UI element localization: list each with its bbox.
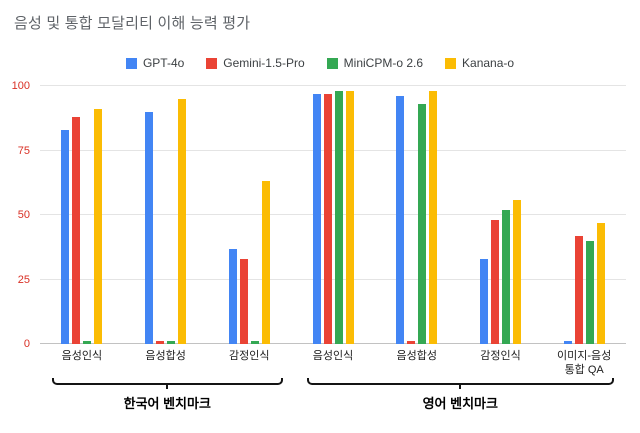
bar-group-4 xyxy=(291,86,375,344)
x-axis-label: 감정인식 xyxy=(229,350,270,362)
legend-item-minicpm-o-2-6[interactable]: MiniCPM-o 2.6 xyxy=(326,56,424,70)
bar-gemini-1-5-pro[interactable] xyxy=(407,341,416,344)
bar-gemini-1-5-pro[interactable] xyxy=(574,235,583,344)
axis-group-brackets: 한국어 벤치마크 영어 벤치마크 xyxy=(40,378,626,412)
legend-swatch-icon xyxy=(125,57,137,69)
bar-gpt-4o[interactable] xyxy=(563,341,572,344)
axis-group-label: 한국어 벤치마크 xyxy=(123,396,211,411)
legend-label: MiniCPM-o 2.6 xyxy=(343,56,424,70)
bracket-shape xyxy=(306,378,614,389)
bracket-stem xyxy=(166,383,169,389)
bar-gpt-4o[interactable] xyxy=(61,129,70,344)
x-axis-label: 음성합성 xyxy=(145,350,186,362)
bar-gpt-4o[interactable] xyxy=(396,96,405,344)
bar-group-2 xyxy=(124,86,208,344)
bar-kanana-o[interactable] xyxy=(512,199,521,344)
gridline xyxy=(40,278,626,280)
y-tick-label: 75 xyxy=(17,144,30,157)
bar-minicpm-o-2-6[interactable] xyxy=(250,341,259,344)
bar-kanana-o[interactable] xyxy=(429,91,438,344)
bar-kanana-o[interactable] xyxy=(345,91,354,344)
bar-group-6 xyxy=(459,86,543,344)
bar-minicpm-o-2-6[interactable] xyxy=(83,341,92,344)
bar-group-1 xyxy=(40,86,124,344)
x-axis-baseline xyxy=(40,343,626,344)
bar-minicpm-o-2-6[interactable] xyxy=(501,209,510,344)
legend-label: Gemini-1.5-Pro xyxy=(223,56,305,70)
bar-minicpm-o-2-6[interactable] xyxy=(334,91,343,344)
bar-gpt-4o[interactable] xyxy=(145,111,154,344)
bar-group-7 xyxy=(542,86,626,344)
x-axis-label: 음성합성 xyxy=(396,350,437,362)
gridline xyxy=(40,149,626,151)
legend: GPT-4o Gemini-1.5-Pro MiniCPM-o 2.6 Kanana-… xyxy=(0,56,640,70)
legend-item-gpt-4o[interactable]: GPT-4o xyxy=(125,56,185,70)
x-axis-label: 감정인식 xyxy=(480,350,521,362)
bar-minicpm-o-2-6[interactable] xyxy=(418,104,427,344)
bar-gpt-4o[interactable] xyxy=(312,93,321,344)
axis-group-: 영어 벤치마크 xyxy=(295,378,626,412)
legend-item-kanana-o[interactable]: Kanana-o xyxy=(445,56,514,70)
bar-kanana-o[interactable] xyxy=(261,181,270,344)
x-axis-label: 이미지-음성 통합 QA xyxy=(557,350,612,376)
x-axis-label: 음성인식 xyxy=(61,350,103,362)
bar-gemini-1-5-pro[interactable] xyxy=(72,116,81,344)
plot-area xyxy=(40,85,626,344)
y-tick-label: 100 xyxy=(11,80,30,92)
bar-gpt-4o[interactable] xyxy=(479,258,488,344)
bar-kanana-o[interactable] xyxy=(178,98,187,344)
bar-gpt-4o[interactable] xyxy=(228,248,237,344)
x-axis-labels: 음성인식 음성합성 감정인식 음성인식 음성합성 감정인식 이미지-음성 통합 QA xyxy=(40,350,626,378)
legend-label: GPT-4o xyxy=(142,56,185,70)
bar-groups xyxy=(40,86,626,344)
bar-minicpm-o-2-6[interactable] xyxy=(167,341,176,344)
x-axis-label: 음성인식 xyxy=(312,350,354,362)
axis-group-label: 영어 벤치마크 xyxy=(422,396,498,411)
legend-swatch-icon xyxy=(445,57,457,69)
legend-label: Kanana-o xyxy=(462,56,515,70)
y-axis: 0 25 50 75 100 xyxy=(0,80,34,350)
gridline xyxy=(40,214,626,215)
bar-kanana-o[interactable] xyxy=(596,222,605,344)
legend-swatch-icon xyxy=(206,57,218,69)
legend-swatch-icon xyxy=(326,57,338,69)
bar-gemini-1-5-pro[interactable] xyxy=(239,258,248,344)
bar-minicpm-o-2-6[interactable] xyxy=(585,240,594,344)
bar-gemini-1-5-pro[interactable] xyxy=(156,341,165,344)
bar-kanana-o[interactable] xyxy=(94,109,103,344)
axis-group-: 한국어 벤치마크 xyxy=(40,378,295,412)
bar-group-3 xyxy=(207,86,291,344)
chart-title: 음성 및 통합 모달리티 이해 능력 평가 xyxy=(14,15,251,32)
bracket-stem xyxy=(459,383,462,389)
bar-gemini-1-5-pro[interactable] xyxy=(490,220,499,344)
bar-gemini-1-5-pro[interactable] xyxy=(323,93,332,344)
y-tick-label: 0 xyxy=(23,338,30,350)
y-tick-label: 50 xyxy=(17,209,30,221)
legend-item-gemini-1-5-pro[interactable]: Gemini-1.5-Pro xyxy=(206,56,305,70)
bracket-shape xyxy=(52,378,283,389)
gridline xyxy=(40,85,626,86)
bar-group-5 xyxy=(375,86,459,344)
y-tick-label: 25 xyxy=(17,273,30,286)
